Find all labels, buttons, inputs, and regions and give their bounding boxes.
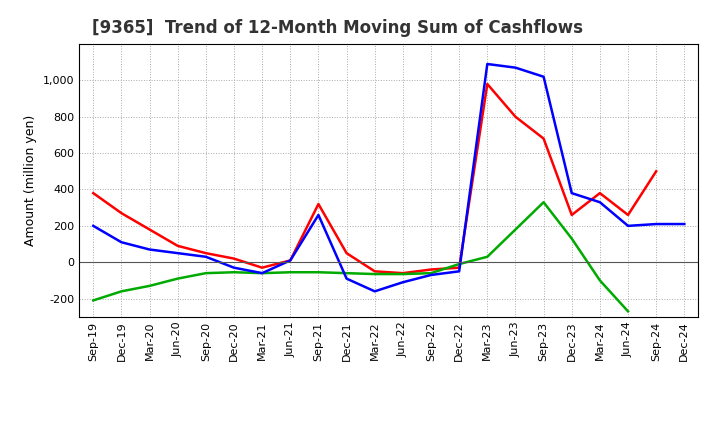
Free Cashflow — [567, 191, 576, 196]
Free Cashflow — [595, 200, 604, 205]
Operating Cashflow — [342, 250, 351, 256]
Operating Cashflow — [230, 256, 238, 261]
Operating Cashflow — [314, 202, 323, 207]
Investing Cashflow — [595, 278, 604, 283]
Investing Cashflow — [258, 271, 266, 276]
Y-axis label: Amount (million yen): Amount (million yen) — [24, 115, 37, 246]
Free Cashflow — [230, 265, 238, 270]
Investing Cashflow — [624, 309, 632, 314]
Investing Cashflow — [174, 276, 182, 281]
Operating Cashflow — [145, 227, 154, 232]
Free Cashflow — [652, 221, 660, 227]
Free Cashflow — [399, 279, 408, 285]
Free Cashflow — [314, 213, 323, 218]
Operating Cashflow — [455, 265, 464, 270]
Investing Cashflow — [427, 271, 436, 276]
Operating Cashflow — [399, 271, 408, 276]
Free Cashflow — [511, 65, 520, 70]
Operating Cashflow — [652, 169, 660, 174]
Text: [9365]  Trend of 12-Month Moving Sum of Cashflows: [9365] Trend of 12-Month Moving Sum of C… — [91, 19, 582, 37]
Operating Cashflow — [567, 213, 576, 218]
Operating Cashflow — [258, 265, 266, 270]
Operating Cashflow — [202, 250, 210, 256]
Line: Investing Cashflow: Investing Cashflow — [94, 202, 628, 312]
Free Cashflow — [117, 240, 126, 245]
Operating Cashflow — [511, 114, 520, 119]
Operating Cashflow — [595, 191, 604, 196]
Free Cashflow — [89, 223, 98, 228]
Investing Cashflow — [117, 289, 126, 294]
Investing Cashflow — [455, 261, 464, 267]
Investing Cashflow — [511, 227, 520, 232]
Operating Cashflow — [483, 81, 492, 87]
Investing Cashflow — [145, 283, 154, 289]
Free Cashflow — [145, 247, 154, 252]
Investing Cashflow — [483, 254, 492, 260]
Operating Cashflow — [174, 243, 182, 249]
Free Cashflow — [202, 254, 210, 260]
Line: Operating Cashflow: Operating Cashflow — [94, 84, 656, 273]
Operating Cashflow — [370, 269, 379, 274]
Investing Cashflow — [567, 236, 576, 241]
Operating Cashflow — [89, 191, 98, 196]
Operating Cashflow — [624, 213, 632, 218]
Operating Cashflow — [286, 258, 294, 263]
Investing Cashflow — [314, 270, 323, 275]
Free Cashflow — [258, 271, 266, 276]
Free Cashflow — [427, 272, 436, 278]
Operating Cashflow — [427, 267, 436, 272]
Investing Cashflow — [89, 298, 98, 303]
Free Cashflow — [174, 250, 182, 256]
Investing Cashflow — [399, 271, 408, 277]
Free Cashflow — [455, 269, 464, 274]
Free Cashflow — [370, 289, 379, 294]
Operating Cashflow — [539, 136, 548, 141]
Free Cashflow — [286, 258, 294, 263]
Investing Cashflow — [539, 200, 548, 205]
Free Cashflow — [624, 223, 632, 228]
Free Cashflow — [483, 61, 492, 66]
Free Cashflow — [680, 221, 688, 227]
Investing Cashflow — [342, 271, 351, 276]
Investing Cashflow — [286, 270, 294, 275]
Operating Cashflow — [117, 210, 126, 216]
Investing Cashflow — [230, 270, 238, 275]
Free Cashflow — [342, 276, 351, 281]
Line: Free Cashflow: Free Cashflow — [94, 64, 684, 291]
Investing Cashflow — [202, 271, 210, 276]
Investing Cashflow — [370, 271, 379, 277]
Free Cashflow — [539, 74, 548, 79]
